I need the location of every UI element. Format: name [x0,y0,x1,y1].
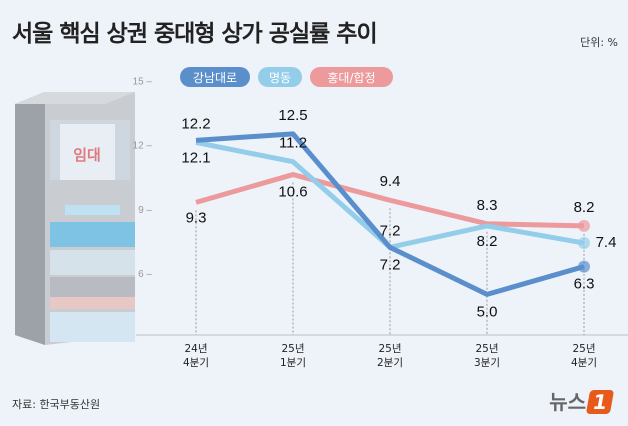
x-tick-label: 1분기 [280,357,306,369]
x-tick-label: 3분기 [474,357,500,369]
data-label: 6.3 [574,276,595,293]
data-label: 10.6 [278,184,307,201]
data-label: 5.0 [477,303,498,320]
end-point [578,260,590,273]
data-label: 12.5 [278,107,307,124]
legend-label: 홍대/합정 [327,71,375,85]
chart-title: 서울 핵심 상권 중대형 상가 공실률 추이 [12,21,378,47]
x-tick-label: 24년 [184,343,207,355]
source-label: 자료: 한국부동산원 [12,398,101,411]
y-tick-label: 12 – [133,141,153,152]
legend-swatch [258,67,302,87]
end-point [578,219,590,232]
legend-swatch [180,67,250,87]
x-tick-label: 25년 [475,343,498,355]
x-tick-label: 25년 [572,343,595,355]
data-label: 9.3 [186,209,207,226]
x-tick-label: 4분기 [571,357,597,369]
building-sign: 임대 [73,146,101,164]
x-tick-label: 25년 [378,343,401,355]
news1-logo: 뉴스 1 [549,386,615,415]
data-label: 8.2 [574,199,595,216]
series-line [195,131,585,297]
y-tick-label: 6 – [138,269,152,280]
end-point [578,237,590,250]
x-tick-label: 25년 [281,343,304,355]
data-label: 12.2 [181,115,210,132]
x-tick-label: 2분기 [377,357,403,369]
building-illustration: 임대 [15,92,135,345]
data-label: 11.2 [279,135,307,152]
data-label: 8.3 [477,197,498,214]
logo-text: 뉴스 [549,390,587,414]
data-label: 9.4 [380,173,401,190]
data-label: 7.4 [596,234,617,251]
legend-label: 강남대로 [193,71,237,85]
x-tick-label: 4분기 [183,357,209,369]
data-label: 8.2 [477,233,498,250]
y-tick-label: 9 – [138,205,152,216]
data-label: 7.2 [380,222,401,239]
data-label: 12.1 [181,149,210,166]
data-label: 7.2 [380,256,401,273]
unit-label: 단위: % [580,36,618,49]
y-tick-label: 15 – [133,76,153,87]
series-line [195,172,585,229]
legend-label: 명동 [269,71,291,85]
legend-swatch [310,67,393,87]
